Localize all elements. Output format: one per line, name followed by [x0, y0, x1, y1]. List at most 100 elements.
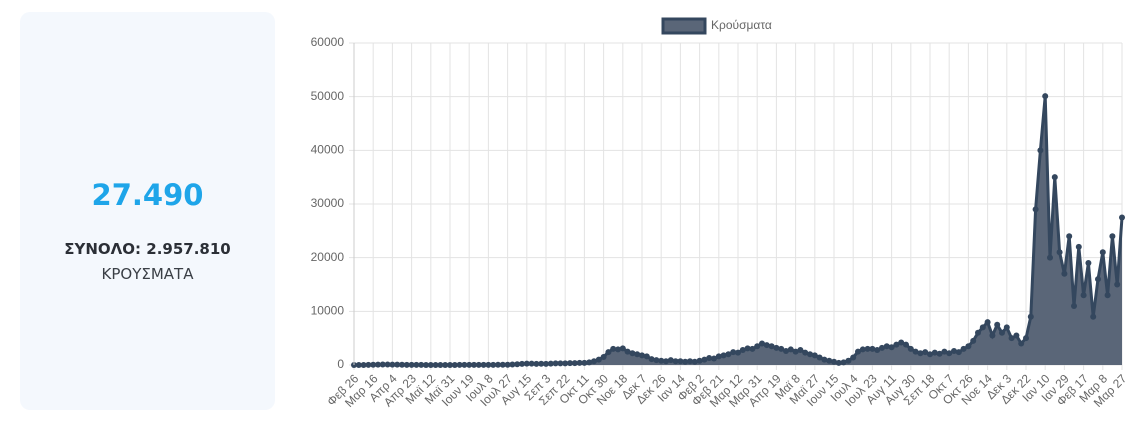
point — [499, 361, 506, 368]
point — [639, 352, 645, 359]
point — [480, 361, 487, 368]
point — [509, 361, 516, 368]
point — [735, 349, 741, 356]
point — [547, 360, 554, 367]
point — [1114, 281, 1121, 288]
point — [826, 357, 833, 364]
point — [490, 361, 497, 368]
point — [514, 361, 521, 368]
point — [1080, 292, 1087, 299]
point — [821, 356, 828, 363]
y-tick-label: 40000 — [311, 143, 345, 157]
point — [1027, 313, 1034, 320]
point — [754, 343, 761, 350]
point — [677, 358, 684, 365]
point — [850, 354, 857, 361]
point — [365, 361, 372, 368]
point — [879, 344, 885, 351]
point — [442, 361, 449, 368]
point — [619, 345, 626, 352]
point — [567, 360, 573, 367]
point — [869, 345, 876, 352]
legend-swatch — [661, 17, 707, 35]
point — [447, 361, 453, 368]
point — [965, 343, 972, 350]
point — [835, 359, 842, 366]
point — [576, 359, 583, 366]
point — [1047, 254, 1053, 261]
point — [888, 344, 895, 351]
point — [394, 361, 401, 368]
point — [456, 361, 463, 368]
point — [495, 361, 501, 368]
point — [1018, 340, 1025, 347]
point — [581, 359, 588, 366]
point — [624, 348, 631, 355]
point — [466, 361, 473, 368]
point — [1071, 302, 1077, 309]
point — [1109, 233, 1116, 240]
point — [696, 357, 703, 364]
point — [946, 350, 953, 357]
point — [399, 361, 405, 368]
point — [538, 360, 545, 367]
point — [927, 351, 933, 358]
point — [874, 346, 881, 353]
point — [591, 358, 597, 365]
point — [658, 357, 665, 364]
point — [955, 349, 962, 356]
point — [984, 319, 991, 326]
point — [807, 351, 813, 358]
point — [1090, 313, 1097, 320]
point — [427, 361, 434, 368]
point — [811, 352, 818, 359]
y-tick-label: 0 — [337, 357, 344, 371]
y-tick-label: 50000 — [311, 89, 345, 103]
point — [1099, 249, 1106, 256]
point — [759, 340, 765, 347]
y-tick-label: 20000 — [311, 250, 345, 264]
point — [773, 344, 780, 351]
point — [768, 343, 775, 350]
point — [975, 329, 981, 336]
unit-label: ΚΡΟΥΣΜΑΤΑ — [101, 265, 194, 283]
point — [533, 360, 540, 367]
point — [451, 361, 458, 368]
point — [907, 345, 914, 352]
point — [691, 358, 698, 365]
point — [557, 360, 564, 367]
point — [485, 361, 492, 368]
point — [725, 351, 732, 358]
y-tick-label: 10000 — [311, 304, 345, 318]
point — [941, 348, 948, 355]
point — [859, 346, 866, 353]
latest-value: 27.490 — [91, 178, 204, 212]
point — [787, 346, 794, 353]
point — [528, 360, 535, 367]
point — [571, 360, 578, 367]
point — [1003, 324, 1010, 331]
point — [687, 358, 693, 365]
point — [1056, 249, 1063, 256]
point — [1075, 243, 1082, 250]
point — [1061, 270, 1068, 277]
legend-label: Κρούσματα — [711, 18, 772, 32]
point — [1023, 335, 1029, 342]
point — [552, 360, 559, 367]
point — [605, 349, 612, 356]
point — [1042, 93, 1049, 100]
total-value: ΣΥΝΟΛΟ: 2.957.810 — [64, 240, 231, 258]
point — [360, 361, 367, 368]
point — [1013, 332, 1020, 339]
point — [504, 361, 511, 368]
point — [730, 349, 737, 356]
point — [634, 351, 641, 358]
point — [1008, 335, 1015, 342]
point — [893, 341, 900, 348]
point — [1032, 206, 1039, 213]
point — [744, 345, 751, 352]
point — [999, 329, 1005, 336]
point — [1095, 276, 1101, 283]
point — [840, 359, 847, 366]
point — [711, 355, 717, 362]
